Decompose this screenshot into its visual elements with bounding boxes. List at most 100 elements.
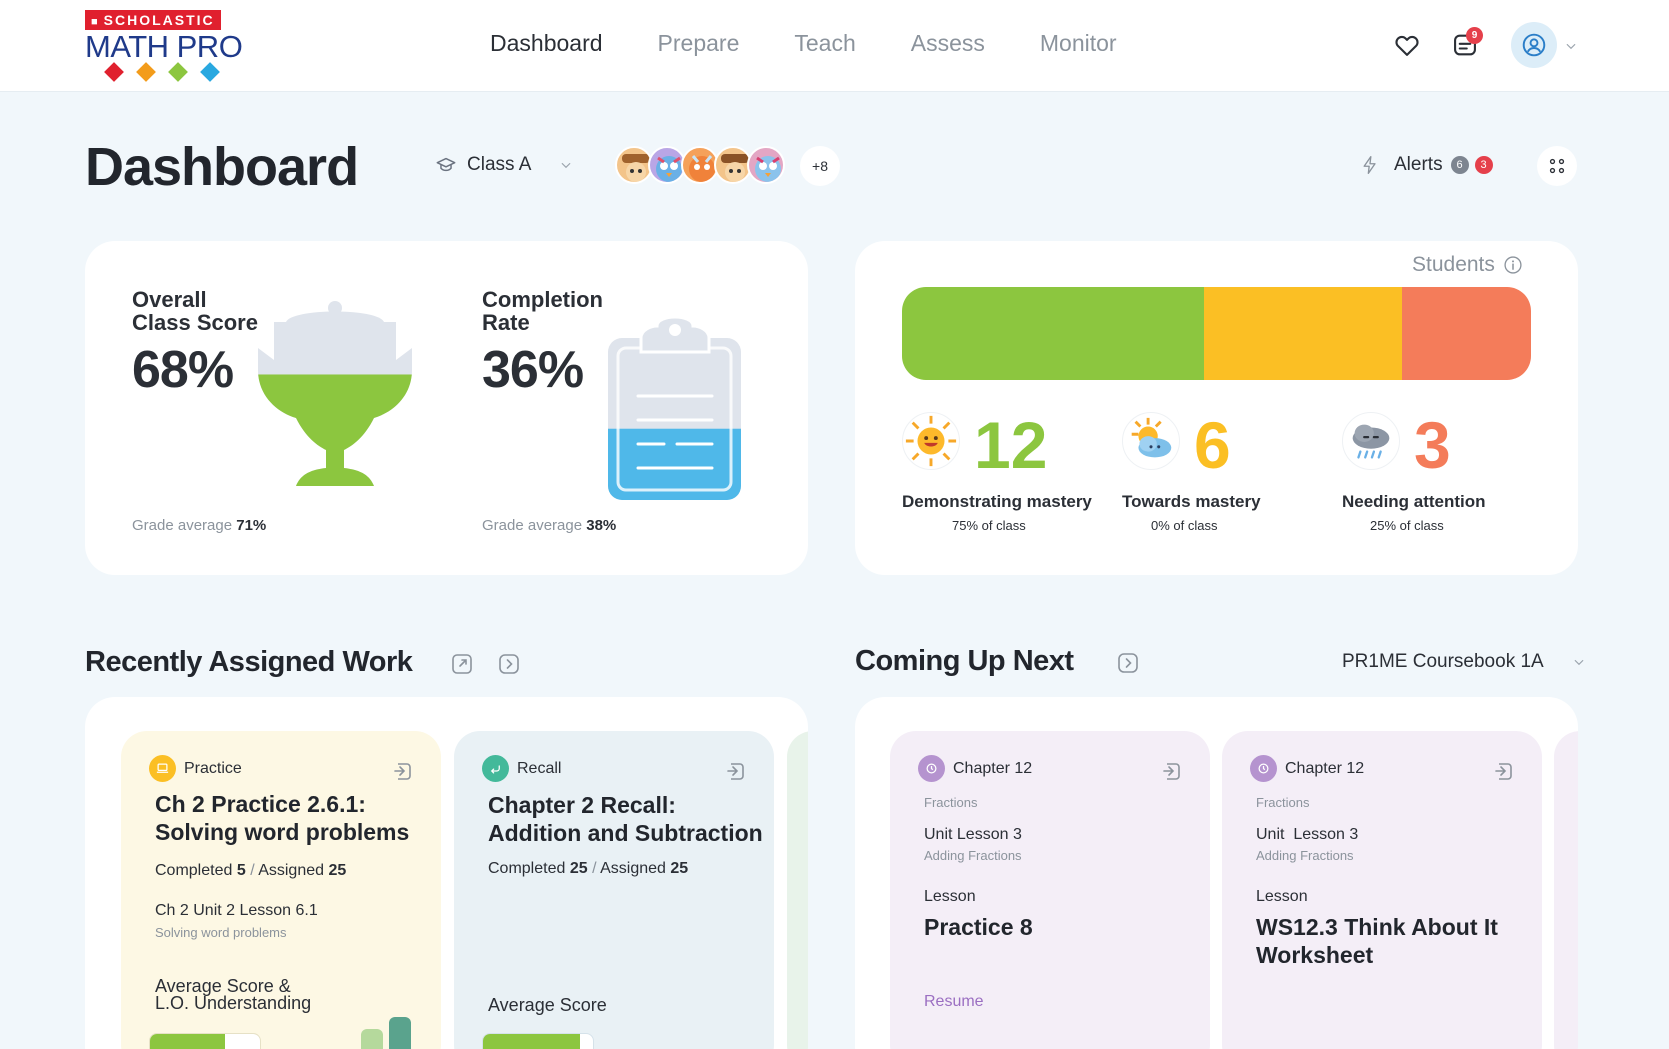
share-icon[interactable]	[1160, 759, 1184, 783]
lo-chart-bar	[361, 1029, 383, 1049]
share-icon[interactable]	[391, 759, 415, 783]
graduation-cap-icon	[436, 157, 456, 172]
nav-dashboard[interactable]: Dashboard	[490, 30, 603, 56]
bird-avatar-icon	[656, 156, 682, 182]
class-selector[interactable]: Class A	[435, 154, 573, 176]
towards-percentage: 0% of class	[1151, 518, 1218, 533]
grade-average-label: Grade average	[482, 517, 583, 534]
work-type-tag: Recall	[482, 755, 561, 782]
chevron-down-icon[interactable]	[1564, 39, 1578, 53]
work-type-label: Recall	[517, 759, 562, 777]
alerts-label: Alerts	[1394, 154, 1443, 175]
class-name: Class A	[467, 154, 532, 175]
completion-status: Completed 5 / Assigned 25	[155, 862, 347, 879]
laptop-icon	[149, 755, 176, 782]
top-navigation-bar: ■ SCHOLASTIC MATH PRO Dashboard Prepare T…	[0, 0, 1669, 92]
share-icon[interactable]	[724, 759, 748, 783]
towards-count: 6	[1194, 408, 1231, 482]
arrow-right-icon[interactable]	[1116, 651, 1140, 675]
lo-chart-bar	[389, 1017, 411, 1049]
completed-count: 5	[236, 862, 246, 879]
alerts-button[interactable]: Alerts 6 3	[1360, 154, 1493, 176]
nav-monitor[interactable]: Monitor	[1039, 30, 1117, 56]
student-avatar[interactable]	[615, 146, 653, 184]
notification-button[interactable]: 9	[1451, 27, 1483, 61]
assigned-work-card[interactable]: Practice Ch 2 Practice 2.6.1: Solving wo…	[121, 731, 441, 1049]
class-score-label-line: Class Score	[132, 310, 258, 335]
clipboard-fill-level	[608, 428, 741, 500]
completion-rate-label: Completion Rate	[482, 288, 603, 334]
upcoming-lesson-card[interactable]: Chapter 12 Fractions Unit Lesson 3 Addin…	[890, 731, 1210, 1049]
lesson-title-line: Worksheet	[1256, 942, 1374, 968]
grade-average-value: 38%	[586, 517, 617, 534]
assigned-work-card-peek[interactable]	[787, 731, 808, 1049]
user-menu-button[interactable]	[1511, 22, 1557, 68]
green-diamond-icon	[168, 62, 188, 82]
student-avatar[interactable]	[714, 146, 752, 184]
main-nav: Dashboard Prepare Teach Assess Monitor	[490, 30, 1117, 57]
user-icon	[1522, 33, 1546, 57]
nav-assess[interactable]: Assess	[910, 30, 985, 56]
alerts-grey-count: 6	[1450, 156, 1469, 174]
mastery-category-towards[interactable]: 6 Towards mastery 0% of class	[1122, 408, 1261, 533]
completion-label-line: Completion	[482, 287, 603, 312]
chapter-tag: Chapter 12	[1250, 755, 1364, 782]
info-icon[interactable]	[1503, 255, 1523, 275]
completion-status: Completed 25 / Assigned 25	[488, 860, 689, 877]
chapter-topic: Fractions	[924, 795, 978, 810]
chapter-tag: Chapter 12	[918, 755, 1032, 782]
nav-teach[interactable]: Teach	[794, 30, 856, 56]
average-score-label: Average Score & L.O. Understanding	[155, 977, 311, 1012]
scholastic-math-pro-logo[interactable]: ■ SCHOLASTIC MATH PRO	[85, 10, 245, 82]
logo-shapes	[104, 62, 245, 82]
student-avatars[interactable]	[615, 146, 785, 184]
mastery-category-demonstrating[interactable]: 12 Demonstrating mastery 75% of class	[902, 408, 1092, 533]
sun-cloud-icon	[1122, 412, 1180, 470]
upcoming-lesson-card-peek[interactable]	[1554, 731, 1578, 1049]
resume-link[interactable]: Resume	[924, 993, 984, 1010]
mastery-category-attention[interactable]: 3 Needing attention 25% of class	[1342, 408, 1486, 533]
heart-icon[interactable]	[1393, 31, 1421, 59]
brand-name: SCHOLASTIC	[103, 12, 215, 28]
attention-label: Needing attention	[1342, 492, 1486, 511]
upcoming-lesson-card[interactable]: Chapter 12 Fractions Unit Lesson 3 Addin…	[1222, 731, 1542, 1049]
chevron-down-icon	[561, 162, 571, 169]
chapter-label: Chapter 12	[1285, 759, 1365, 777]
attention-count: 3	[1414, 408, 1451, 482]
clock-icon	[918, 755, 945, 782]
blue-diamond-icon	[200, 62, 220, 82]
coming-up-next-panel: Chapter 12 Fractions Unit Lesson 3 Addin…	[855, 697, 1578, 1049]
class-score-grade-average: Grade average 71%	[132, 517, 266, 534]
more-students-button[interactable]: +8	[800, 146, 840, 186]
completed-label: Completed	[155, 862, 233, 879]
students-title-text: Students	[1412, 253, 1495, 276]
coming-up-next-title: Coming Up Next	[855, 645, 1074, 677]
recently-assigned-panel: Practice Ch 2 Practice 2.6.1: Solving wo…	[85, 697, 808, 1049]
mastery-count: 12	[974, 408, 1048, 482]
clock-icon	[1250, 755, 1277, 782]
red-diamond-icon	[104, 62, 124, 82]
assigned-work-card[interactable]: Recall Chapter 2 Recall: Addition and Su…	[454, 731, 774, 1049]
average-score-fill	[483, 1034, 580, 1049]
grade-average-value: 71%	[236, 517, 267, 534]
cowboy-avatar-icon	[622, 154, 650, 182]
nav-prepare[interactable]: Prepare	[657, 30, 740, 56]
orange-diamond-icon	[136, 62, 156, 82]
work-title: Ch 2 Practice 2.6.1: Solving word proble…	[155, 790, 409, 846]
arrow-right-icon[interactable]	[497, 652, 521, 676]
chevron-down-icon	[1574, 659, 1584, 666]
work-title-line: Addition and Subtraction	[488, 820, 763, 846]
class-score-value: 68%	[132, 341, 234, 399]
student-avatar[interactable]	[648, 146, 686, 184]
widget-grid-button[interactable]	[1537, 146, 1577, 186]
coursebook-selector[interactable]: PR1ME Coursebook 1A	[1342, 651, 1586, 673]
share-icon[interactable]	[1492, 759, 1516, 783]
student-avatar[interactable]	[747, 146, 785, 184]
trophy-icon	[258, 301, 412, 486]
attention-percentage: 25% of class	[1370, 518, 1444, 533]
average-score-meter	[149, 1033, 261, 1049]
trophy-fill-level	[258, 374, 412, 486]
mastery-percentage: 75% of class	[952, 518, 1026, 533]
expand-icon[interactable]	[450, 652, 474, 676]
chapter-label: Chapter 12	[953, 759, 1033, 777]
